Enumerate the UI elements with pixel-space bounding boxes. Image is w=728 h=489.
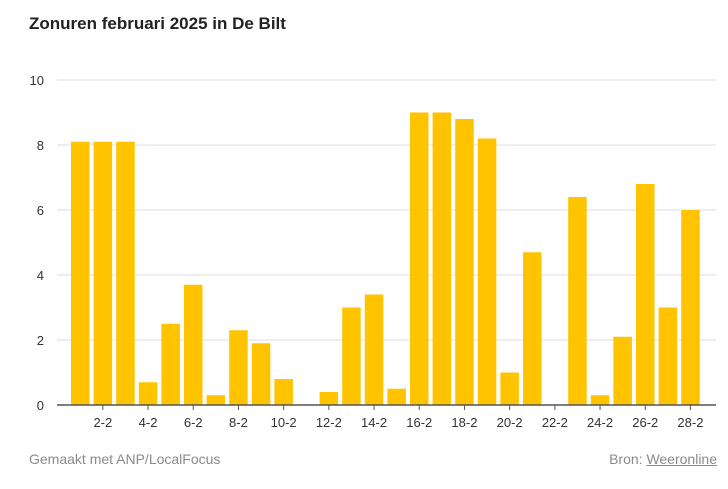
bar-25-2 <box>613 336 632 405</box>
y-tick-label: 8 <box>37 138 44 153</box>
x-tick-label: 22-2 <box>542 415 568 430</box>
x-tick-label: 6-2 <box>184 415 203 430</box>
bar-15-2 <box>387 388 406 405</box>
x-tick-label: 2-2 <box>93 415 112 430</box>
y-tick-label: 0 <box>37 398 44 413</box>
source-label: Bron: <box>609 451 643 467</box>
credit-text: Gemaakt met ANP/LocalFocus <box>29 451 221 467</box>
x-tick-label: 26-2 <box>632 415 658 430</box>
bar-23-2 <box>568 197 587 405</box>
x-axis-tick-labels: 2-2 4-2 6-2 8-2 10-2 12-2 14-2 16-2 18-2 20-2 22-2… <box>93 405 703 430</box>
y-tick-label: 10 <box>30 73 44 88</box>
x-tick-label: 8-2 <box>229 415 248 430</box>
bar-13-2 <box>342 307 361 405</box>
y-axis-tick-labels: 0 2 4 6 8 10 <box>30 73 44 413</box>
bar-9-2 <box>251 343 271 405</box>
bar-24-2 <box>590 395 610 405</box>
bar-19-2 <box>477 138 497 405</box>
bar-17-2 <box>432 112 452 405</box>
source-credit: Bron: Weeronline <box>609 451 717 467</box>
x-tick-label: 12-2 <box>316 415 342 430</box>
bar-8-2 <box>229 330 248 405</box>
bar-27-2 <box>658 307 678 405</box>
bar-28-2 <box>681 210 700 405</box>
bar-2-2 <box>93 141 113 405</box>
source-link[interactable]: Weeronline <box>646 451 717 467</box>
bar-3-2 <box>116 141 135 405</box>
bar-5-2 <box>161 323 180 405</box>
bar-10-2 <box>274 379 293 405</box>
x-tick-label: 24-2 <box>587 415 613 430</box>
bar-21-2 <box>523 252 542 405</box>
bar-26-2 <box>636 184 655 405</box>
y-tick-label: 6 <box>37 203 44 218</box>
chart-title: Zonuren februari 2025 in De Bilt <box>29 14 286 33</box>
bar-18-2 <box>455 119 474 405</box>
bars <box>71 112 700 405</box>
bar-14-2 <box>364 294 384 405</box>
bar-20-2 <box>500 372 519 405</box>
bar-12-2 <box>319 392 339 405</box>
x-tick-label: 28-2 <box>677 415 703 430</box>
bar-1-2 <box>71 141 90 405</box>
x-tick-label: 10-2 <box>271 415 297 430</box>
x-tick-label: 18-2 <box>451 415 477 430</box>
x-tick-label: 4-2 <box>139 415 158 430</box>
x-tick-label: 16-2 <box>406 415 432 430</box>
x-tick-label: 20-2 <box>497 415 523 430</box>
bar-16-2 <box>410 112 429 405</box>
bar-6-2 <box>184 284 203 405</box>
grid-lines <box>57 79 716 341</box>
bar-7-2 <box>206 395 226 405</box>
bar-4-2 <box>138 382 158 405</box>
y-tick-label: 2 <box>37 333 44 348</box>
y-tick-label: 4 <box>37 268 44 283</box>
x-tick-label: 14-2 <box>361 415 387 430</box>
